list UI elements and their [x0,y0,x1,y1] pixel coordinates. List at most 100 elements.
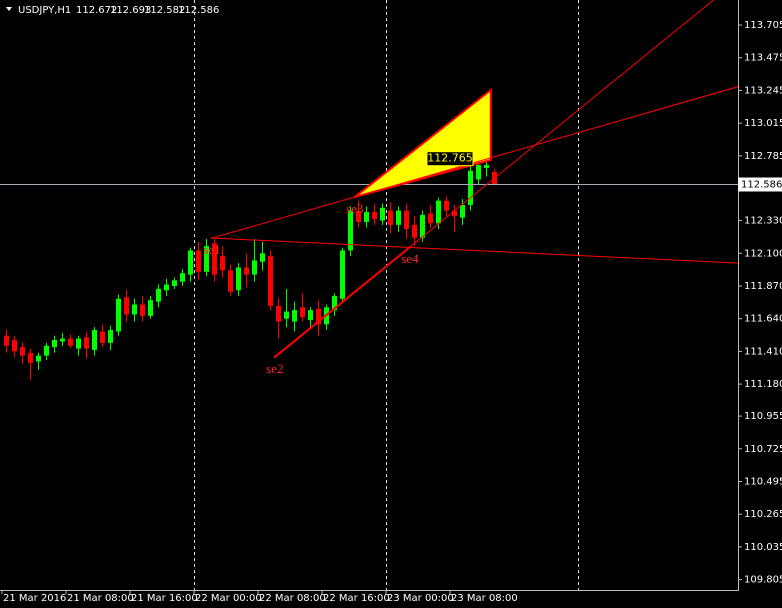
x-tick-label: 23 Mar 00:00 [387,593,454,604]
candle-body [292,310,297,322]
candle-body [28,352,33,363]
candle-body [484,165,489,168]
candle-body [404,210,409,230]
candle-body [132,304,137,315]
y-tick-label: 112.330 [744,216,782,227]
candle-body [244,267,249,275]
x-tick-label: 22 Mar 08:00 [259,593,326,604]
header-open: 112.672 [76,5,117,16]
candle-body [100,331,105,343]
candle-body [148,300,153,316]
candle-body [156,288,161,302]
candle-body [76,338,81,349]
candle-body [276,305,281,322]
point-marker [211,237,213,240]
candle-body [220,256,225,271]
candle-body [84,337,89,349]
candle-body [412,224,417,238]
candle-body [12,340,17,352]
candle-body [188,250,193,275]
candle-body [228,270,233,292]
y-tick-label: 110.955 [744,411,782,422]
x-tick-label: 22 Mar 16:00 [323,593,390,604]
point-marker [409,246,411,249]
chart-title: USDJPY,H1 [18,5,71,16]
trend-ray [211,86,738,239]
candle-body [252,260,257,275]
candle-body [284,311,289,319]
y-tick-label: 111.410 [744,346,782,357]
candle-body [36,355,41,362]
candle-body [364,212,369,222]
candle-body [372,212,377,220]
y-tick-label: 112.785 [744,151,782,162]
candle-body [356,210,361,222]
header-low: 112.582 [144,5,185,16]
y-tick-label: 113.705 [744,20,782,31]
candle-body [180,273,185,282]
candle-body [300,307,305,318]
candle-body [140,304,145,316]
header-high: 112.693 [110,5,151,16]
candle-body [340,250,345,299]
x-tick-label: 23 Mar 08:00 [451,593,518,604]
x-tick-label: 21 Mar 16:00 [131,593,198,604]
candle-body [396,210,401,225]
y-tick-label: 111.640 [744,314,782,325]
candle-body [268,256,273,306]
header-close: 112.586 [178,5,219,16]
candle-body [468,170,473,205]
candle-body [44,345,49,356]
y-tick-label: 110.495 [744,476,782,487]
point-label: se3 [346,201,363,216]
price-label-box [738,177,782,192]
plot-area: se1 se2 se3 se4 112.765 [0,0,738,590]
candle-body [332,295,337,311]
trend-ray [211,237,738,264]
point-label: se1 [203,242,220,257]
candle-body [452,210,457,217]
y-tick-label: 113.475 [744,53,782,64]
triangle [354,87,492,198]
point-label: se2 [266,361,283,376]
y-tick-label: 111.870 [744,281,782,292]
candle-body [20,347,25,356]
candle-body [420,214,425,238]
candle-body [428,213,433,224]
candle-body [380,207,385,221]
x-tick-label: 22 Mar 00:00 [195,593,262,604]
candle-body [260,253,265,262]
y-tick-label: 110.725 [744,444,782,455]
candle-body [204,246,209,272]
candle-body [444,200,449,211]
candle-body [348,210,353,251]
candle-body [316,308,321,325]
point-label: se4 [401,251,419,266]
candle-body [436,200,441,224]
candle-body [52,340,57,348]
y-tick-label: 111.180 [744,379,782,390]
candle-body [124,297,129,315]
candle-body [212,243,217,275]
y-tick-label: 110.035 [744,542,782,553]
candle-body [476,165,481,180]
price-tag-label: 112.765 [427,152,473,165]
candle-body [388,210,393,225]
channel-line [274,246,411,358]
candle-body [92,330,97,350]
point-marker [353,195,356,198]
candle-body [68,338,73,346]
y-tick-label: 113.015 [744,118,782,129]
point-marker [273,356,276,359]
candle-body [164,284,169,291]
candle-body [460,204,465,218]
candle-body [60,338,65,342]
candle-body [116,298,121,332]
candle-body [4,335,9,346]
candle-body [172,280,177,286]
menu-arrow[interactable] [6,7,12,11]
candle-body [196,250,201,272]
y-tick-label: 112.100 [744,248,782,259]
